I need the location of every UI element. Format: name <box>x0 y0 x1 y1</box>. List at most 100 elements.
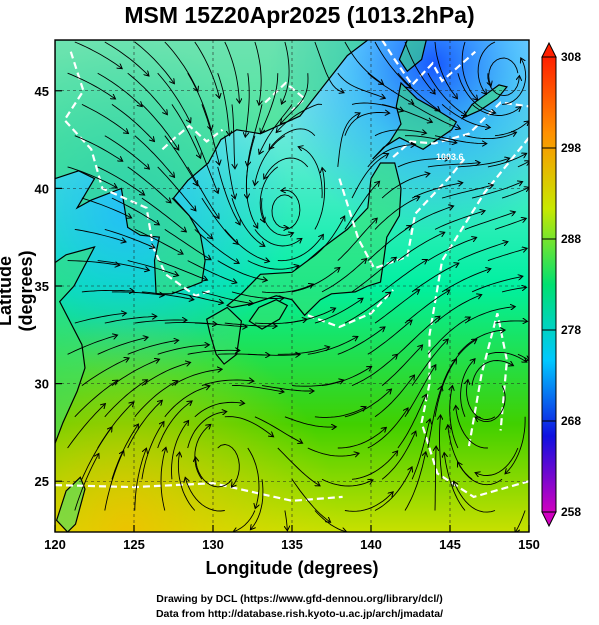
streamline <box>171 421 189 480</box>
streamline <box>157 345 209 355</box>
streamline <box>171 369 221 386</box>
streamline <box>471 104 520 116</box>
streamline <box>405 135 456 143</box>
streamline <box>367 72 413 103</box>
isobar-5 <box>392 101 529 158</box>
streamline <box>97 260 149 271</box>
streamline <box>157 72 191 122</box>
isobar-6 <box>338 156 467 270</box>
streamline <box>67 404 105 449</box>
streamline <box>201 291 253 304</box>
streamline <box>67 335 117 355</box>
colorbar-tick-label: 278 <box>561 323 581 337</box>
streamline <box>141 291 193 300</box>
streamline <box>81 290 133 292</box>
contour-label: 1003.6 <box>436 152 464 162</box>
streamline <box>284 309 335 324</box>
streamline <box>127 260 178 276</box>
streamline <box>434 135 486 144</box>
streamline <box>247 104 263 165</box>
streamline <box>160 448 166 511</box>
streamline <box>261 285 313 294</box>
streamline <box>344 41 383 84</box>
streamline <box>187 260 236 283</box>
streamline <box>314 169 325 230</box>
streamline <box>440 416 443 480</box>
x-tick-label: 125 <box>123 537 145 552</box>
streamline <box>104 380 147 418</box>
streamline <box>97 166 144 195</box>
streamline <box>111 104 154 140</box>
streamline <box>461 41 477 100</box>
streamline <box>247 354 299 355</box>
streamline <box>187 412 226 449</box>
streamline <box>367 226 411 261</box>
streamline <box>444 454 466 511</box>
colorbar-min-arrow <box>541 511 557 528</box>
streamline <box>374 290 419 324</box>
streamline <box>224 229 269 261</box>
streamline <box>450 387 459 449</box>
streamline <box>104 41 149 75</box>
streamline <box>254 416 302 443</box>
streamline <box>471 277 522 293</box>
streamline <box>194 229 239 263</box>
credit-drawing: Drawing by DCL (https://www.gfd-dennou.o… <box>156 593 443 605</box>
credits: Drawing by DCL (https://www.gfd-dennou.o… <box>0 592 599 622</box>
chart-title: MSM 15Z20Apr2025 (1013.2hPa) <box>124 2 475 28</box>
streamline <box>164 386 209 418</box>
streamline <box>141 104 178 149</box>
streamline <box>381 260 426 293</box>
streamline <box>270 128 316 149</box>
streamline <box>494 321 527 323</box>
wind-streamlines <box>67 41 529 532</box>
streamline <box>111 360 159 386</box>
streamline <box>224 322 276 326</box>
streamline <box>314 510 346 532</box>
colorbar-tick-label: 308 <box>561 50 581 64</box>
streamline <box>157 260 207 280</box>
coast-sakhalin <box>398 40 427 73</box>
streamline <box>157 166 196 210</box>
streamline <box>381 432 415 480</box>
streamline <box>314 41 343 92</box>
isobar-7 <box>420 136 529 499</box>
streamline <box>427 318 470 355</box>
streamline <box>224 41 240 102</box>
streamline <box>501 188 528 199</box>
streamline <box>307 447 358 456</box>
streamline <box>434 211 484 230</box>
map-figure: 1003.6 120 125 130 135 140 145 150 2530354045 … <box>35 39 581 552</box>
streamline <box>321 367 371 387</box>
streamline <box>517 161 529 168</box>
streamline <box>164 135 197 185</box>
isobar-10 <box>55 482 343 502</box>
streamline <box>277 347 329 355</box>
streamline <box>231 291 283 299</box>
streamline <box>471 182 522 199</box>
streamline <box>261 385 313 391</box>
streamline <box>134 320 186 324</box>
streamline <box>67 166 117 187</box>
streamline <box>171 197 212 238</box>
streamline <box>74 381 117 418</box>
x-tick-label: 145 <box>439 537 461 552</box>
y-tick-label: 35 <box>35 279 49 294</box>
streamline <box>381 346 422 386</box>
streamline <box>231 197 264 246</box>
streamline <box>456 406 488 449</box>
streamline <box>224 135 235 198</box>
streamline <box>427 163 479 168</box>
streamline <box>374 130 426 137</box>
streamline <box>178 453 196 511</box>
streamline <box>404 453 426 511</box>
temperature-field: 1003.6 <box>55 40 529 532</box>
streamline <box>434 295 481 324</box>
isobar-2 <box>161 124 224 151</box>
streamline <box>404 291 449 324</box>
streamline <box>494 219 525 230</box>
streamline <box>457 330 504 355</box>
streamline <box>337 219 377 261</box>
streamline <box>506 416 526 473</box>
streamline <box>245 73 250 136</box>
